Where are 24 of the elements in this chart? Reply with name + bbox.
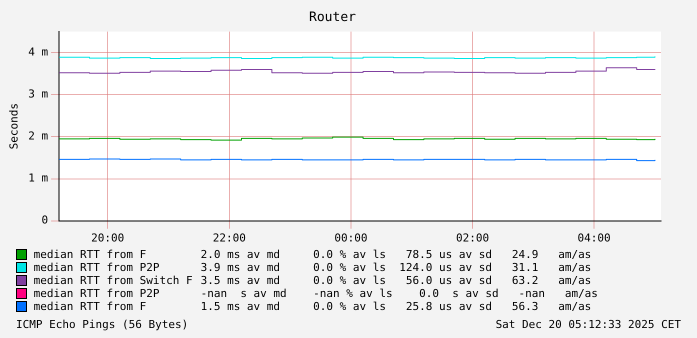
x-tick-label: 20:00 [91,231,124,244]
text: 2.0 ms av md 0.0 % av ls 78.5 us av sd 24.9 am/as [200,248,592,261]
text: 1.5 ms av md 0.0 % av ls 25.8 us av sd 56.3 am/as [200,300,592,313]
text: 3.5 ms av md 0.0 % av ls 56.0 us av sd 63.2 am/as [200,274,592,287]
legend-label: median RTT from F [32,248,148,261]
y-tick-label: 3 m [28,88,48,101]
text: 3.9 ms av md 0.0 % av ls 124.0 us av sd 31.1 am/as [200,261,592,274]
text: Sat Dec 20 05:12:33 2025 CET [496,318,681,331]
legend-label: median RTT from Switch F [32,274,194,287]
text: ICMP Echo Pings (56 Bytes) [16,318,188,331]
chart-title: Router [309,10,356,26]
y-tick-label: 4 m [28,45,48,58]
x-tick-label: 04:00 [578,231,611,244]
y-axis-title: Seconds [7,103,20,150]
legend-label: median RTT from P2P [32,287,160,300]
x-tick-label: 02:00 [456,231,490,244]
x-tick-label: 00:00 [334,231,368,244]
legend-label: median RTT from F [32,300,148,313]
legend-label: median RTT from P2P [32,261,160,274]
x-tick-label: 22:00 [212,231,246,244]
y-tick-label: 0 [41,214,48,227]
text: -nan s av md -nan % av ls 0.0 s av sd -nan am/as [200,287,599,300]
y-tick-label: 2 m [28,130,48,143]
y-tick-label: 1 m [28,172,48,185]
